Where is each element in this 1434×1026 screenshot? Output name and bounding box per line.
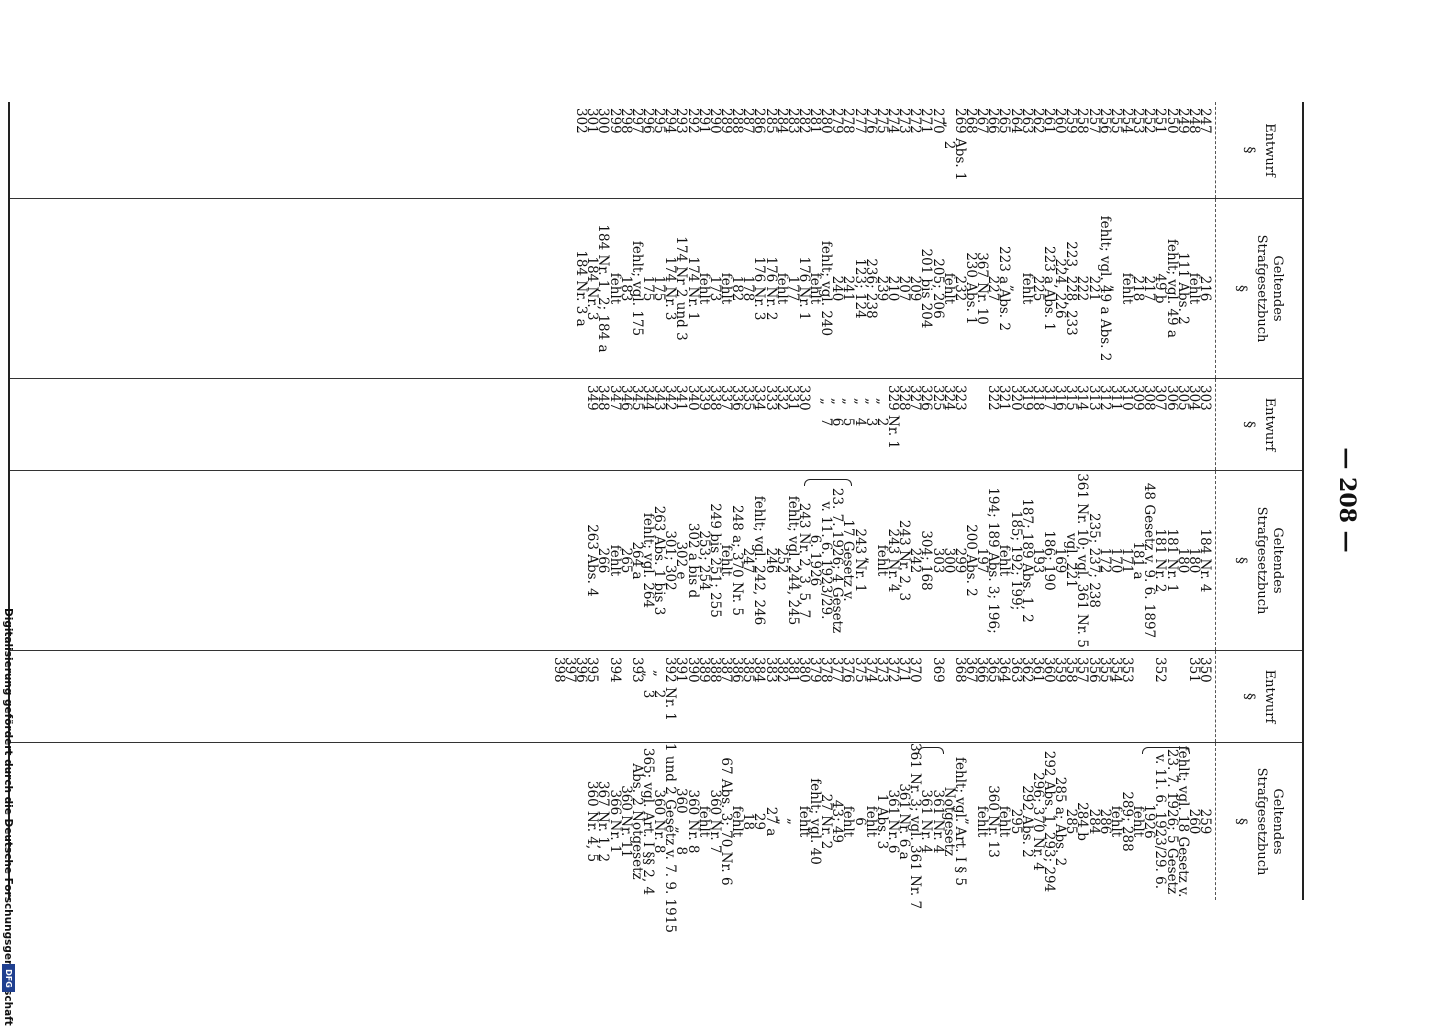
column-values-2: 216 fehlt 111 Abs. 2 fehlt; vgl. 49 a 49 b 21…: [573, 199, 1213, 378]
column-entwurf-1: Entwurf § 247 248 249 250 251 252 253 254 255 256…: [10, 102, 1302, 198]
table-cell: 360 Nr. 4, 5: [584, 780, 601, 863]
funding-note: Digitalisierung gefördert durch die Deut…: [2, 608, 16, 1026]
dfg-logo: DFG: [2, 964, 15, 992]
header-label-entwurf: Entwurf: [1262, 669, 1277, 724]
table-cell: 398: [550, 657, 567, 683]
column-header-geltendes-3: Geltendes Strafgesetzbuch §: [1215, 743, 1302, 900]
header-label-entwurf: Entwurf: [1262, 397, 1277, 452]
header-label-strafgesetzbuch: Strafgesetzbuch: [1254, 767, 1269, 876]
header-label-geltendes: Geltendes: [1270, 255, 1285, 322]
header-paragraph-sign: §: [1233, 557, 1249, 564]
column-geltendes-1: Geltendes Strafgesetzbuch § 216 fehlt 111 …: [10, 198, 1302, 378]
rotated-page: — 208 — Entwurf § 247 248 249 250 251 252 253 2…: [8, 102, 1360, 933]
table-cell: „ 7: [818, 385, 835, 427]
dfg-logo-text: DFG: [4, 968, 14, 988]
brace: [918, 747, 944, 754]
header-paragraph-sign: §: [1241, 146, 1257, 154]
column-entwurf-3: Entwurf § 350 351 352 353 354 355 356 357 358 359…: [10, 650, 1302, 742]
page-scan: — 208 — Entwurf § 247 248 249 250 251 252 253 2…: [2, 102, 1360, 1026]
header-paragraph-sign: §: [1233, 285, 1249, 292]
table-cell: 394: [606, 657, 623, 683]
column-header-entwurf-3: Entwurf §: [1215, 651, 1302, 742]
brace: [804, 479, 852, 486]
column-values-1: 247 248 249 250 251 252 253 254 255 256 257 258 259 2…: [573, 102, 1213, 198]
header-paragraph-sign: §: [1241, 421, 1257, 428]
table-cell: 184 Nr. 3 a: [573, 250, 590, 327]
column-header-entwurf-1: Entwurf §: [1215, 102, 1302, 198]
column-values-3: 303 304 305 306 307 308 309 310 311 312 313 314 315 3…: [584, 379, 1213, 470]
table-cell: 351: [1185, 657, 1202, 683]
header-paragraph-sign: §: [1241, 693, 1257, 700]
column-geltendes-2: Geltendes Strafgesetzbuch § 184 Nr. 4 180…: [10, 470, 1302, 650]
brace: [1142, 747, 1190, 754]
column-header-entwurf-2: Entwurf §: [1215, 379, 1302, 470]
column-geltendes-3: Geltendes Strafgesetzbuch § 259 260 fehlt;…: [10, 742, 1302, 933]
column-header-geltendes-2: Geltendes Strafgesetzbuch §: [1215, 471, 1302, 650]
column-header-geltendes-1: Geltendes Strafgesetzbuch §: [1215, 199, 1302, 378]
column-values-5: 350 351 352 353 354 355 356 357 358 359 360 361 362 3…: [550, 651, 1213, 742]
header-label-geltendes: Geltendes: [1270, 788, 1285, 855]
column-entwurf-2: Entwurf § 303 304 305 306 307 308 309 310 311 312…: [10, 378, 1302, 470]
header-label-geltendes: Geltendes: [1270, 527, 1285, 594]
header-label-entwurf: Entwurf: [1262, 123, 1277, 177]
table-cell: 369: [929, 657, 946, 683]
header-label-strafgesetzbuch: Strafgesetzbuch: [1254, 506, 1269, 615]
header-paragraph-sign: §: [1233, 818, 1249, 825]
table-cell: 322: [985, 385, 1002, 411]
concordance-table: Entwurf § 247 248 249 250 251 252 253 254 255 256…: [8, 102, 1304, 933]
column-values-4: 184 Nr. 4 180 180 181 Nr. 1 181 Nr. 2 48 Gese…: [584, 471, 1213, 650]
column-values-6: 259 260 fehlt; vgl. 18 Gesetz v. 23. 7. 192…: [584, 743, 1213, 933]
table-cell: 349: [584, 385, 601, 411]
table-cell: 302: [573, 108, 590, 134]
table-cell: 352: [1152, 657, 1169, 683]
table-cell: 368: [951, 657, 968, 683]
table-cell: 263 Abs. 4: [584, 524, 601, 597]
page-number: — 208 —: [1334, 447, 1360, 553]
header-label-strafgesetzbuch: Strafgesetzbuch: [1254, 234, 1269, 343]
